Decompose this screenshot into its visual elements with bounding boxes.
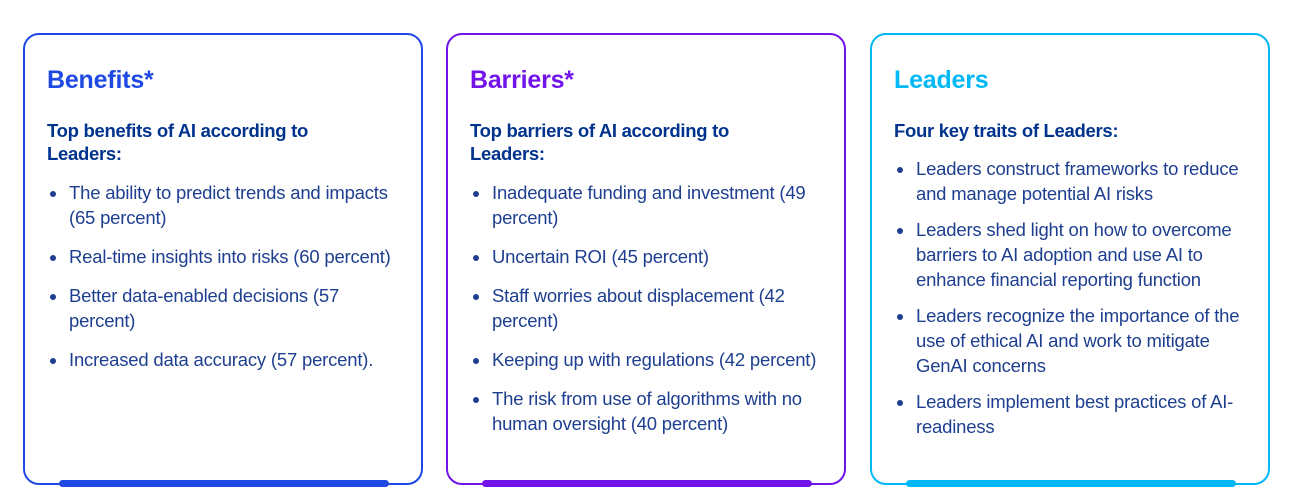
barriers-accent-bar xyxy=(482,480,812,487)
list-item-text: Better data-enabled decisions (57 percen… xyxy=(69,285,340,331)
bullet-dot-icon xyxy=(50,358,56,364)
list-item-text: The ability to predict trends and impact… xyxy=(69,182,388,228)
list-item-text: Uncertain ROI (45 percent) xyxy=(492,246,709,267)
list-item: Keeping up with regulations (42 percent) xyxy=(470,347,830,372)
bullet-dot-icon xyxy=(473,397,479,403)
leaders-accent-bar xyxy=(906,480,1236,487)
list-item: Leaders shed light on how to overcome ba… xyxy=(894,217,1266,292)
bullet-dot-icon xyxy=(473,191,479,197)
list-item: Leaders recognize the importance of the … xyxy=(894,303,1266,378)
list-item: Uncertain ROI (45 percent) xyxy=(470,244,830,269)
leaders-list: Leaders construct frameworks to reduce a… xyxy=(894,156,1266,450)
bullet-dot-icon xyxy=(50,255,56,261)
barriers-card: Barriers* Top barriers of AI according t… xyxy=(446,33,846,485)
list-item-text: Increased data accuracy (57 percent). xyxy=(69,349,374,370)
bullet-dot-icon xyxy=(50,191,56,197)
bullet-dot-icon xyxy=(897,167,903,173)
list-item: Inadequate funding and investment (49 pe… xyxy=(470,180,830,230)
bullet-dot-icon xyxy=(50,294,56,300)
leaders-title: Leaders xyxy=(894,66,989,94)
bullet-dot-icon xyxy=(473,358,479,364)
list-item-text: The risk from use of algorithms with no … xyxy=(492,388,802,434)
benefits-card: Benefits* Top benefits of AI according t… xyxy=(23,33,423,485)
list-item-text: Leaders recognize the importance of the … xyxy=(916,305,1240,376)
bullet-dot-icon xyxy=(897,400,903,406)
benefits-list: The ability to predict trends and impact… xyxy=(47,180,407,386)
list-item: Leaders construct frameworks to reduce a… xyxy=(894,156,1266,206)
barriers-title: Barriers* xyxy=(470,66,574,94)
list-item: The ability to predict trends and impact… xyxy=(47,180,407,230)
list-item: Better data-enabled decisions (57 percen… xyxy=(47,283,407,333)
list-item: The risk from use of algorithms with no … xyxy=(470,386,830,436)
list-item-text: Keeping up with regulations (42 percent) xyxy=(492,349,817,370)
list-item-text: Staff worries about displacement (42 per… xyxy=(492,285,785,331)
benefits-accent-bar xyxy=(59,480,389,487)
leaders-card: Leaders Four key traits of Leaders: Lead… xyxy=(870,33,1270,485)
list-item: Increased data accuracy (57 percent). xyxy=(47,347,407,372)
barriers-list: Inadequate funding and investment (49 pe… xyxy=(470,180,830,450)
list-item-text: Real-time insights into risks (60 percen… xyxy=(69,246,391,267)
list-item-text: Leaders construct frameworks to reduce a… xyxy=(916,158,1239,204)
list-item: Real-time insights into risks (60 percen… xyxy=(47,244,407,269)
benefits-title: Benefits* xyxy=(47,66,154,94)
list-item-text: Inadequate funding and investment (49 pe… xyxy=(492,182,806,228)
bullet-dot-icon xyxy=(897,314,903,320)
bullet-dot-icon xyxy=(473,255,479,261)
list-item-text: Leaders implement best practices of AI-r… xyxy=(916,391,1234,437)
bullet-dot-icon xyxy=(473,294,479,300)
benefits-subtitle: Top benefits of AI according to Leaders: xyxy=(47,120,309,164)
bullet-dot-icon xyxy=(897,228,903,234)
list-item-text: Leaders shed light on how to overcome ba… xyxy=(916,219,1232,290)
leaders-subtitle: Four key traits of Leaders: xyxy=(894,120,1119,141)
barriers-subtitle: Top barriers of AI according to Leaders: xyxy=(470,120,729,164)
list-item: Leaders implement best practices of AI-r… xyxy=(894,389,1266,439)
list-item: Staff worries about displacement (42 per… xyxy=(470,283,830,333)
